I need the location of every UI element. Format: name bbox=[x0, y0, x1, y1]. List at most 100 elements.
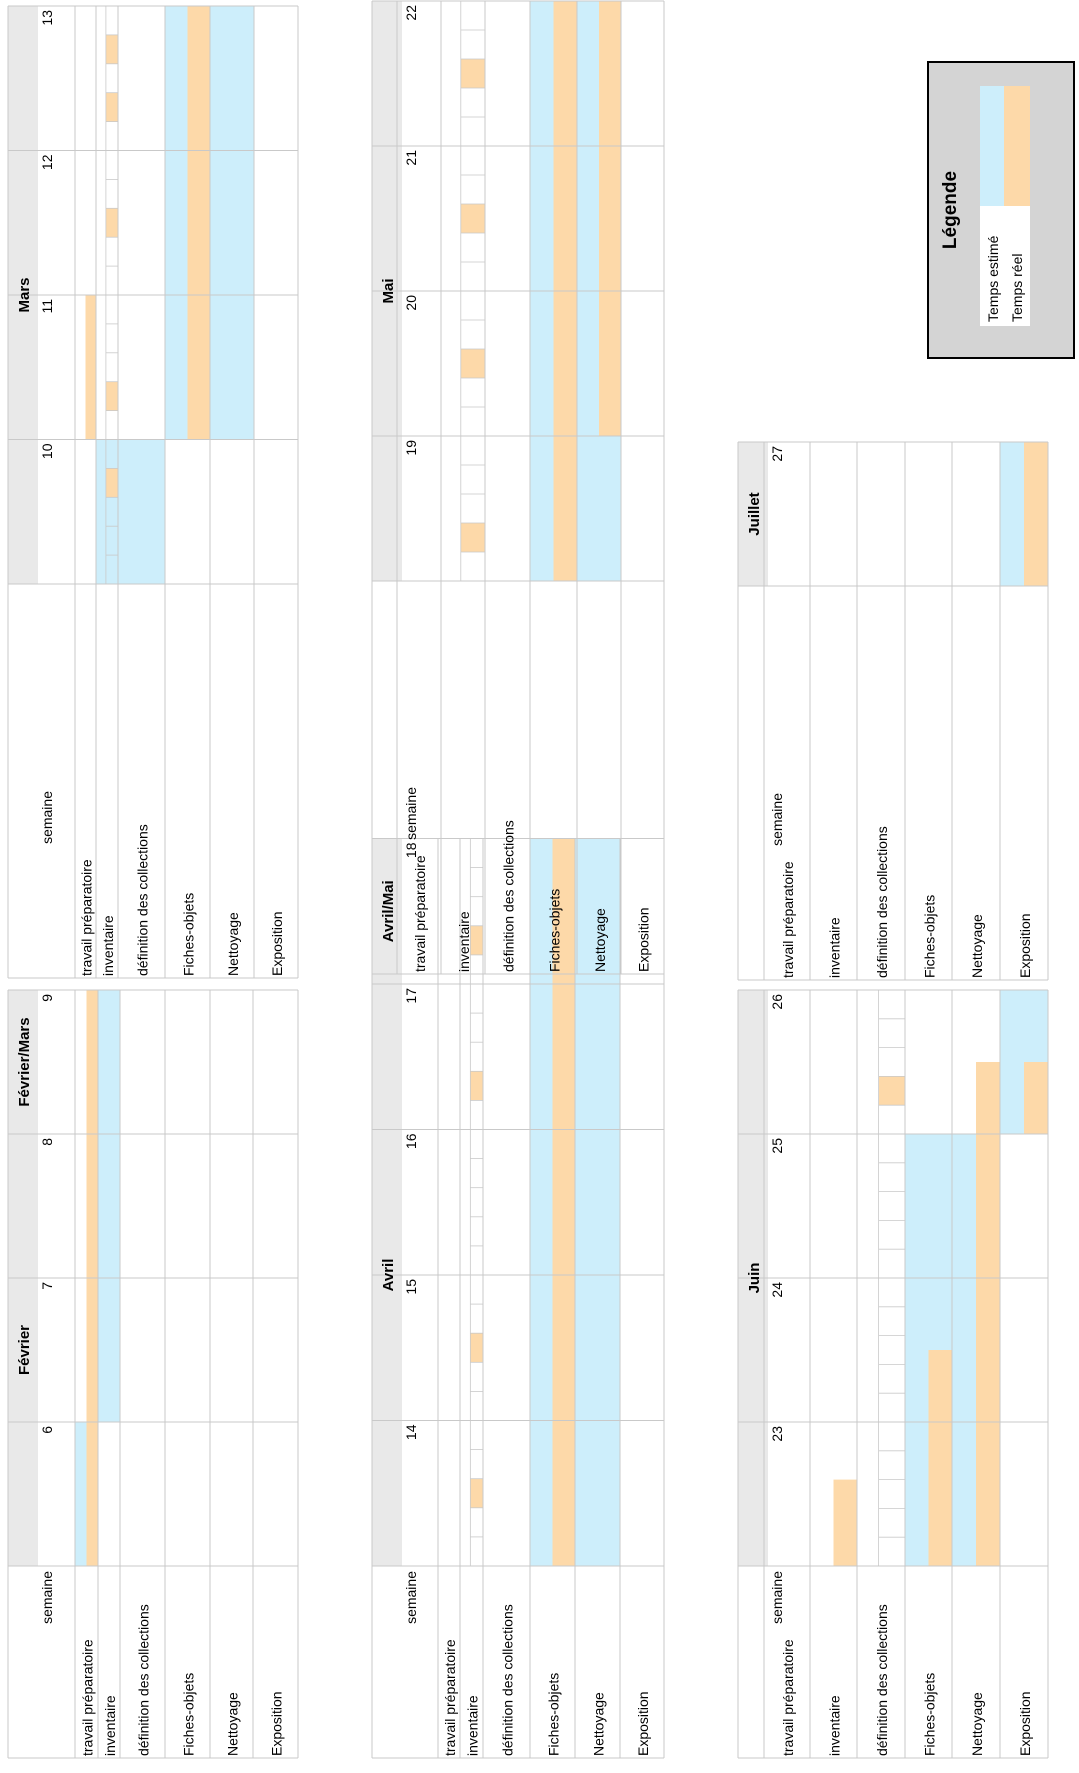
month-label: Avril bbox=[380, 1259, 397, 1292]
real-bar bbox=[187, 6, 210, 440]
week-number: 16 bbox=[403, 1133, 419, 1149]
week-number: 27 bbox=[769, 446, 785, 462]
real-day-block bbox=[105, 34, 118, 64]
week-number: 24 bbox=[769, 1282, 785, 1298]
row-label: travail préparatoire bbox=[79, 859, 95, 976]
row-header-semaine: semaine bbox=[403, 787, 419, 840]
row-label: Nettoyage bbox=[969, 914, 985, 978]
month-label: Juillet bbox=[746, 492, 763, 535]
row-label: travail préparatoire bbox=[442, 1639, 458, 1756]
row-label: définition des collections bbox=[136, 1604, 152, 1756]
estimated-bar bbox=[98, 990, 120, 1422]
week-number: 17 bbox=[403, 988, 419, 1004]
row-label: travail préparatoire bbox=[780, 1639, 796, 1756]
real-bar bbox=[599, 1, 621, 436]
week-number: 6 bbox=[39, 1426, 55, 1434]
week-number: 11 bbox=[39, 299, 55, 314]
real-day-block bbox=[460, 59, 485, 88]
real-day-block bbox=[470, 1071, 483, 1101]
month-label: Avril/Mai bbox=[380, 880, 397, 942]
real-day-block bbox=[470, 925, 483, 955]
month-label: Mai bbox=[380, 278, 397, 303]
gantt-block bbox=[737, 989, 1049, 1759]
real-day-block bbox=[460, 349, 485, 378]
real-day-block bbox=[460, 204, 485, 233]
week-number: 10 bbox=[39, 443, 55, 459]
legend-swatch-real bbox=[1004, 86, 1030, 206]
week-number: 13 bbox=[39, 10, 55, 26]
legend-label-bg bbox=[980, 206, 1030, 326]
week-number: 9 bbox=[39, 994, 55, 1002]
month-label: Juin bbox=[746, 1263, 763, 1294]
week-number: 20 bbox=[403, 295, 419, 311]
month-label: Février/Mars bbox=[16, 1017, 33, 1106]
week-number: 15 bbox=[403, 1279, 419, 1295]
real-bar bbox=[833, 1479, 857, 1566]
row-label: inventaire bbox=[465, 1695, 481, 1756]
real-day-block bbox=[460, 523, 485, 552]
week-number: 21 bbox=[403, 150, 419, 166]
row-label: Exposition bbox=[269, 1691, 285, 1756]
row-label: inventaire bbox=[456, 911, 472, 972]
legend bbox=[927, 61, 1075, 359]
row-header-semaine: semaine bbox=[769, 793, 785, 846]
legend-swatch-estimated bbox=[980, 86, 1007, 206]
row-label: Nettoyage bbox=[969, 1692, 985, 1756]
row-label: définition des collections bbox=[501, 820, 517, 972]
week-number: 7 bbox=[39, 1282, 55, 1290]
row-label: Exposition bbox=[1017, 1691, 1033, 1756]
gantt-block bbox=[7, 5, 299, 979]
week-number: 8 bbox=[39, 1138, 55, 1146]
row-label: définition des collections bbox=[135, 824, 151, 976]
row-label: travail préparatoire bbox=[412, 855, 428, 972]
week-number: 18 bbox=[403, 842, 419, 858]
legend-title: Légende bbox=[940, 171, 961, 249]
gantt-block bbox=[7, 989, 299, 1759]
month-label: Février bbox=[16, 1325, 33, 1375]
month-header-band bbox=[738, 442, 768, 586]
row-label: Nettoyage bbox=[592, 908, 608, 972]
row-label: Nettoyage bbox=[225, 1692, 241, 1756]
real-day-block bbox=[105, 381, 118, 411]
real-bar bbox=[1024, 442, 1048, 586]
row-label: Exposition bbox=[636, 907, 652, 972]
real-bar bbox=[1024, 1062, 1048, 1134]
row-label: Fiches-objets bbox=[547, 889, 563, 972]
real-bar bbox=[976, 1062, 1000, 1566]
row-label: Fiches-objets bbox=[181, 1673, 197, 1756]
real-bar bbox=[85, 295, 96, 440]
gantt-block bbox=[737, 441, 1049, 981]
row-label: Fiches-objets bbox=[546, 1673, 562, 1756]
week-number: 25 bbox=[769, 1138, 785, 1154]
estimated-bar bbox=[210, 6, 254, 440]
row-label: définition des collections bbox=[874, 1604, 890, 1756]
week-number: 22 bbox=[403, 5, 419, 21]
month-label: Mars bbox=[16, 277, 33, 312]
week-number: 26 bbox=[769, 994, 785, 1010]
row-label: inventaire bbox=[100, 915, 116, 976]
row-label: Nettoyage bbox=[591, 1692, 607, 1756]
row-label: inventaire bbox=[102, 1695, 118, 1756]
row-label: définition des collections bbox=[874, 826, 890, 978]
estimated-bar bbox=[575, 838, 620, 1566]
gantt-block bbox=[371, 0, 665, 975]
legend-label-estimated: Temps estimé bbox=[985, 235, 1001, 322]
real-day-block bbox=[470, 1478, 483, 1508]
row-label: inventaire bbox=[827, 917, 843, 978]
row-label: Fiches-objets bbox=[922, 1673, 938, 1756]
row-label: Fiches-objets bbox=[922, 895, 938, 978]
real-bar bbox=[552, 838, 575, 1566]
estimated-bar bbox=[118, 439, 165, 584]
row-label: définition des collections bbox=[500, 1604, 516, 1756]
real-day-block bbox=[105, 92, 118, 122]
week-number: 14 bbox=[403, 1424, 419, 1440]
row-label: Exposition bbox=[1017, 913, 1033, 978]
real-day-block bbox=[878, 1076, 905, 1106]
row-label: Fiches-objets bbox=[181, 893, 197, 976]
row-header-semaine: semaine bbox=[39, 791, 55, 844]
estimated-bar bbox=[96, 439, 118, 584]
row-label: travail préparatoire bbox=[80, 1639, 96, 1756]
real-day-block bbox=[105, 468, 118, 498]
row-label: inventaire bbox=[827, 1695, 843, 1756]
real-bar bbox=[928, 1350, 952, 1566]
